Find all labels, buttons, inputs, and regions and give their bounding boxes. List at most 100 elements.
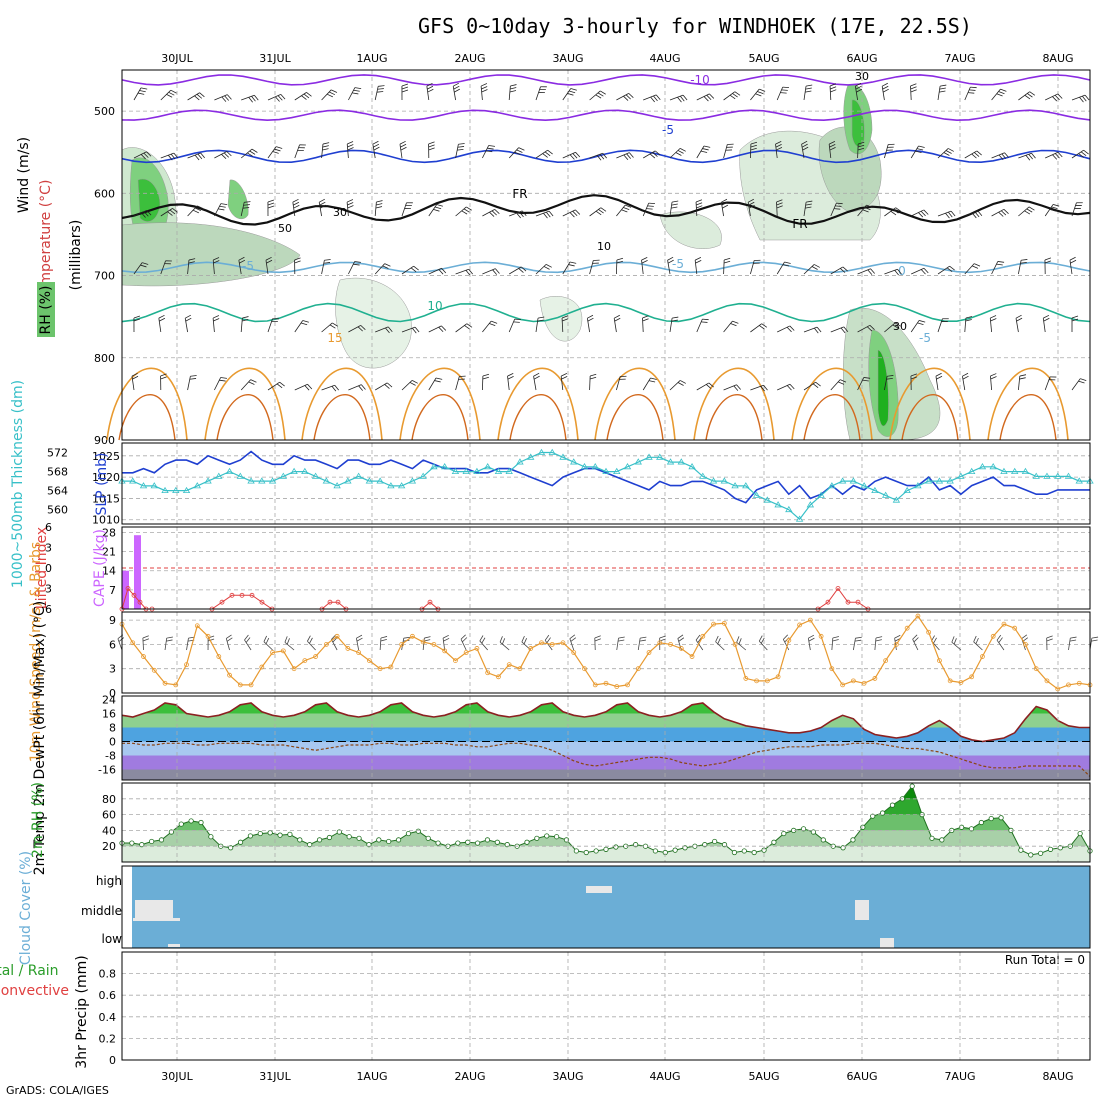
wind-barb xyxy=(133,151,147,159)
wind-barb-flag xyxy=(400,143,407,148)
wind-barb xyxy=(852,638,856,651)
wind-barb-flag xyxy=(352,92,359,95)
thickness-point xyxy=(978,463,987,470)
wind-barb xyxy=(160,89,172,101)
wind-barb-flag xyxy=(544,151,551,157)
wind-speed-point xyxy=(184,662,189,668)
thickness-point xyxy=(946,477,954,484)
thickness-point xyxy=(570,458,578,465)
rh-point xyxy=(178,821,184,827)
wind-barb-flag xyxy=(332,322,338,327)
wind-barb-flag xyxy=(1024,94,1031,100)
wind-barb xyxy=(562,261,571,275)
wind-barb-flag xyxy=(875,636,883,639)
wind-tick-label: 9 xyxy=(109,614,116,627)
li-point xyxy=(239,592,245,598)
wind-barb-flag xyxy=(378,85,385,87)
wind-barb xyxy=(1044,204,1054,217)
wind-barb-flag xyxy=(783,634,789,640)
wind-barb-flag xyxy=(173,152,179,159)
wind-barb-flag xyxy=(650,377,657,380)
wind-barb-flag xyxy=(434,380,441,383)
wind-barb-flag xyxy=(709,93,715,99)
wind-barb-flag xyxy=(494,209,500,215)
wind-barb-flag xyxy=(354,87,362,90)
wind-barb-flag xyxy=(866,204,873,208)
wind-barb xyxy=(750,384,764,391)
thickness-point xyxy=(440,463,449,470)
wind-barb-flag xyxy=(659,635,666,639)
wind-barb xyxy=(455,144,459,159)
rh-point xyxy=(958,824,965,830)
wind-barb xyxy=(240,148,253,159)
wind-barb-flag xyxy=(786,326,792,333)
wind-barb xyxy=(884,207,896,217)
wind-speed-point xyxy=(721,620,727,626)
temp-frame xyxy=(121,695,1091,781)
wind-barb-flag xyxy=(466,206,472,211)
wind-10m-panel: 0 3 6 9 10m Wind Speed (m/s) & Barbs xyxy=(28,542,1099,762)
rh-point xyxy=(870,813,876,819)
wind-barb-flag xyxy=(226,634,232,639)
date-tick-label: 2AUG xyxy=(454,1070,485,1083)
wind-barb-flag xyxy=(977,210,983,217)
li-tick-label: 3 xyxy=(45,583,52,596)
wind-barb-flag xyxy=(648,380,656,383)
rh-band xyxy=(122,798,1090,815)
isotherm-line xyxy=(118,394,176,441)
wind-speed-point xyxy=(1023,642,1028,647)
isotherm-line xyxy=(121,194,1091,226)
rh-contour-label: 30 xyxy=(893,320,907,333)
wind-barb-flag xyxy=(679,148,686,152)
wind-barb-flag xyxy=(384,263,391,267)
thickness-point xyxy=(365,477,374,484)
wind-barb xyxy=(294,383,308,391)
wind-barb xyxy=(616,638,619,651)
wind-barb-flag xyxy=(356,637,363,642)
wind-barb-flag xyxy=(356,634,363,639)
rh-tick-label: 20 xyxy=(102,840,116,853)
wind-speed-point xyxy=(517,666,523,672)
rh-point xyxy=(395,837,402,843)
thickness-point xyxy=(559,453,567,460)
cloud-gap xyxy=(855,900,869,920)
rh-point xyxy=(1077,830,1083,837)
isotherm-line xyxy=(606,394,664,441)
temp-tick-label: 0 xyxy=(109,736,116,749)
wind-barb-flag xyxy=(600,207,607,212)
wind-barb-flag xyxy=(167,154,173,161)
wind-barb-flag xyxy=(840,268,846,273)
wind-speed-point xyxy=(829,666,835,672)
wind-barb-flag xyxy=(294,257,301,261)
wind-barb-flag xyxy=(569,634,576,639)
rh-point xyxy=(158,837,165,843)
wind-barb xyxy=(561,317,564,333)
wind-barb-flag xyxy=(280,94,286,100)
wind-barb-flag xyxy=(596,155,602,161)
wind-barb-flag xyxy=(380,636,388,639)
wind-barb-flag xyxy=(166,94,173,98)
date-tick-label: 6AUG xyxy=(846,52,877,65)
li-point xyxy=(131,592,137,598)
thickness-point xyxy=(1032,472,1040,479)
wind-barb-flag xyxy=(695,634,701,641)
li-axis-label: Lifted Index xyxy=(34,527,50,609)
wind-barb-flag xyxy=(194,207,202,212)
wind-barb-flag xyxy=(617,639,625,642)
wind-barb-flag xyxy=(569,212,575,218)
wind-barb-flag xyxy=(897,268,902,275)
wind-barb-flag xyxy=(962,375,969,380)
wind-barb xyxy=(750,323,762,333)
wind-barb-flag xyxy=(1020,262,1027,264)
wind-barb-flag xyxy=(953,638,957,645)
wind-barb xyxy=(1071,378,1081,391)
wind-barb-flag xyxy=(918,320,926,323)
wind-barb-flag xyxy=(248,97,253,103)
wind-barb xyxy=(160,152,175,159)
wind-barb-flag xyxy=(840,379,847,383)
wind-speed-point xyxy=(1001,621,1007,627)
wind-barb xyxy=(560,376,564,391)
wind-barb-flag xyxy=(131,372,138,377)
wind-barb-flag xyxy=(913,637,919,643)
wind-barb xyxy=(964,150,978,159)
